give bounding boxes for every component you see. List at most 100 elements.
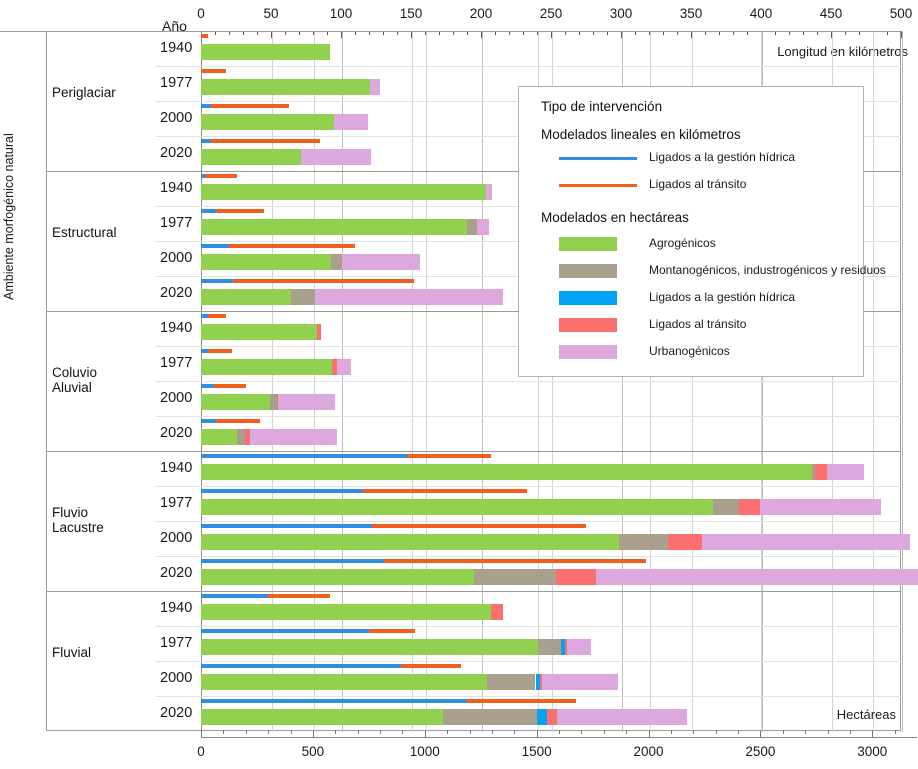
top-axis-tick-label: 150	[399, 6, 423, 21]
top-axis-minor-tick	[397, 31, 398, 35]
km-line-hidrica	[201, 244, 229, 248]
bar-segment-urbano	[826, 464, 864, 480]
bottom-axis-tick-label: 0	[197, 744, 205, 759]
top-axis-minor-tick	[453, 31, 454, 35]
top-axis-minor-tick	[607, 31, 608, 35]
year-row-separator	[155, 556, 901, 557]
environment-group-label: Periglaciar	[52, 85, 116, 100]
bar-segment-agro	[201, 289, 291, 305]
bar-segment-urbano	[566, 639, 592, 655]
legend-label: Ligados al tránsito	[649, 177, 747, 191]
year-label: 2020	[160, 285, 193, 301]
legend-label: Urbanogénicos	[649, 344, 730, 358]
year-label: 2020	[160, 425, 193, 441]
bar-segment-agro	[201, 114, 335, 130]
bottom-axis-caption: Hectáreas	[836, 707, 896, 722]
bottom-axis-minor-tick	[335, 730, 337, 734]
gridline-vertical	[412, 32, 413, 732]
year-row-separator	[155, 661, 901, 662]
year-label: 2000	[160, 390, 193, 406]
top-axis-minor-tick	[523, 31, 524, 35]
gridline-vertical	[482, 32, 483, 732]
top-axis-tick	[901, 31, 902, 38]
top-axis-minor-tick	[663, 31, 664, 35]
km-line-transito	[201, 34, 208, 38]
year-row-separator	[155, 626, 901, 627]
bar-segment-agro	[201, 534, 620, 550]
bar-segment-urbano	[250, 429, 338, 445]
year-row-separator	[155, 696, 901, 697]
km-line-transito	[201, 139, 320, 143]
bottom-axis-tick-label: 500	[301, 744, 325, 759]
top-axis-minor-tick	[509, 31, 510, 35]
year-label: 1977	[160, 635, 193, 651]
top-axis-minor-tick	[257, 31, 258, 35]
top-axis-minor-tick	[229, 31, 230, 35]
bottom-axis-tick	[648, 730, 650, 737]
bottom-axis-minor-tick	[268, 730, 270, 734]
top-axis-minor-tick	[747, 31, 748, 35]
legend-label: Ligados al tránsito	[649, 317, 747, 331]
top-axis-minor-tick	[215, 31, 216, 35]
top-axis-minor-tick	[775, 31, 776, 35]
year-row-separator	[155, 486, 901, 487]
gridline-vertical	[902, 32, 903, 732]
gridline-vertical	[425, 32, 427, 732]
km-line-hidrica	[201, 454, 407, 458]
bar-segment-urbano	[278, 394, 336, 410]
environment-group-separator	[46, 591, 901, 592]
top-axis-minor-tick	[803, 31, 804, 35]
bar-segment-monta	[236, 429, 245, 445]
top-axis-tick-label: 500	[889, 6, 913, 21]
legend-label: Ligados a la gestión hídrica	[649, 150, 796, 164]
km-line-hidrica	[201, 664, 402, 668]
year-label: 2000	[160, 250, 193, 266]
bar-segment-agro	[201, 149, 302, 165]
gridline-vertical	[649, 32, 651, 732]
top-axis-minor-tick	[677, 31, 678, 35]
year-label: 2020	[160, 565, 193, 581]
bar-segment-monta	[270, 394, 277, 410]
bar-segment-urbano	[595, 569, 918, 585]
bar-segment-agro	[201, 219, 468, 235]
year-label: 1977	[160, 495, 193, 511]
km-line-transito	[201, 279, 414, 283]
km-line-transito	[201, 174, 238, 178]
legend-swatch-box-icon	[559, 318, 617, 332]
top-axis-tick-label: 0	[197, 6, 205, 21]
year-label: 1977	[160, 215, 193, 231]
km-line-transito	[201, 244, 355, 248]
top-axis-tick	[271, 31, 272, 38]
environment-group-label: Estructural	[52, 225, 117, 240]
bar-segment-agro	[201, 254, 332, 270]
bar-segment-transito	[564, 639, 567, 655]
top-axis-tick	[621, 31, 622, 38]
bar-segment-transito	[546, 709, 557, 725]
bar-segment-agro	[201, 44, 330, 60]
year-label: 2020	[160, 145, 193, 161]
bar-segment-urbano	[334, 114, 369, 130]
year-column-header: Año	[162, 18, 187, 34]
legend-swatch-box-icon	[559, 345, 617, 359]
top-axis-minor-tick	[845, 31, 846, 35]
gridline-vertical	[342, 32, 343, 732]
top-axis-minor-tick	[635, 31, 636, 35]
km-line-transito	[201, 559, 647, 563]
bottom-axis-minor-tick	[626, 730, 628, 734]
km-line-transito	[201, 419, 260, 423]
km-line-hidrica	[201, 174, 206, 178]
bottom-axis-minor-tick	[693, 730, 695, 734]
bar-segment-transito	[555, 569, 596, 585]
bottom-axis-tick	[424, 730, 426, 737]
bottom-axis-minor-tick	[805, 730, 807, 734]
year-label: 2000	[160, 670, 193, 686]
top-axis-minor-tick	[537, 31, 538, 35]
gridline-vertical	[272, 32, 273, 732]
plot-area	[46, 31, 903, 732]
bottom-axis-minor-tick	[894, 730, 896, 734]
bottom-axis-minor-tick	[447, 730, 449, 734]
bottom-axis-minor-tick	[290, 730, 292, 734]
bottom-axis-minor-tick	[380, 730, 381, 734]
legend-label: Ligados a la gestión hídrica	[649, 290, 796, 304]
top-axis-tick	[831, 31, 832, 38]
